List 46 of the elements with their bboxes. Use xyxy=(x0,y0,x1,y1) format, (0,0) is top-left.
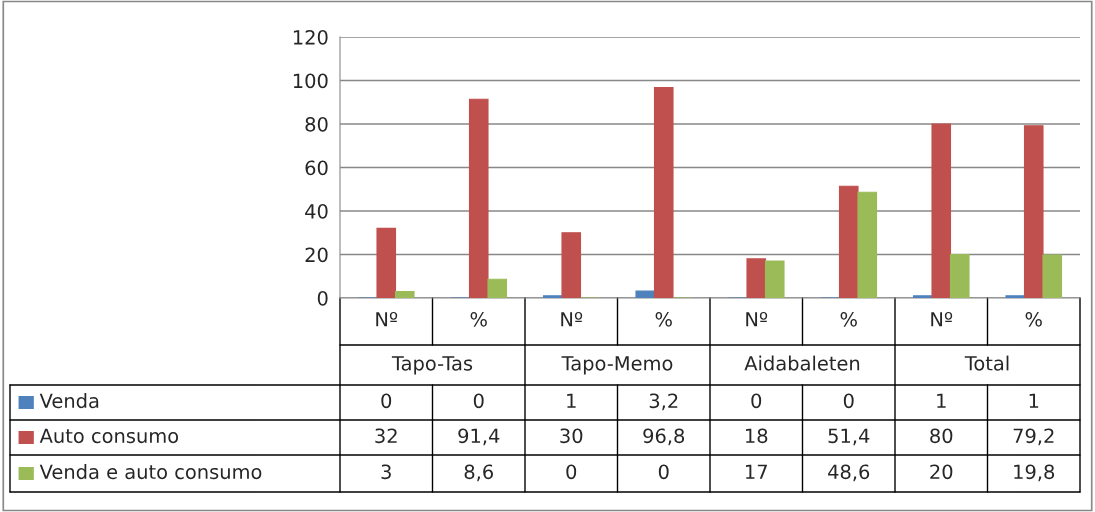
data-label: 3,2 xyxy=(649,393,678,411)
data-label: 0 xyxy=(658,464,669,480)
data-label: 32 xyxy=(375,428,397,444)
data-label: 1 xyxy=(567,393,576,408)
data-label: 0 xyxy=(843,393,854,409)
data-label: 79,2 xyxy=(1013,428,1054,446)
data-label: 0 xyxy=(473,393,484,409)
text: Total xyxy=(964,355,1009,371)
x-tick-label: % xyxy=(840,311,857,327)
text: Tapo-Tas xyxy=(391,356,473,375)
y-tick-label: 60 xyxy=(305,160,328,176)
x-tick-label: Nº xyxy=(746,311,768,327)
data-label: 0 xyxy=(751,393,762,409)
y-tick-label: 0 xyxy=(317,290,328,306)
legend-label: Venda e auto consumo xyxy=(39,464,262,480)
x-tick-label: Nº xyxy=(561,311,583,327)
data-label: 80 xyxy=(930,428,953,444)
data-label: 0 xyxy=(381,393,392,409)
x-tick-label: % xyxy=(1025,311,1042,327)
legend-label: Venda xyxy=(39,393,99,409)
y-tick-label: 20 xyxy=(305,247,328,263)
data-label: 3 xyxy=(381,464,391,480)
legend-label: Auto consumo xyxy=(39,428,179,444)
x-tick-label: % xyxy=(655,311,672,327)
y-tick-label: 40 xyxy=(305,203,328,219)
data-label: 19,8 xyxy=(1014,464,1055,482)
x-tick-label: Nº xyxy=(931,311,953,327)
x-tick-label: Nº xyxy=(376,311,398,327)
data-label: 1 xyxy=(1029,393,1039,408)
data-label: 30 xyxy=(560,428,583,444)
y-tick-label: 100 xyxy=(293,73,328,89)
x-tick-label: % xyxy=(470,311,487,327)
text: Aidabaleten xyxy=(744,355,860,371)
data-label: 0 xyxy=(566,464,577,480)
data-label: 48,6 xyxy=(828,464,870,482)
data-label: 17 xyxy=(746,464,767,479)
y-tick-label: 80 xyxy=(305,116,328,132)
data-label: 18 xyxy=(746,428,768,444)
data-label: 1 xyxy=(937,393,946,408)
data-label: 8,6 xyxy=(464,464,493,482)
text: Tapo-Memo xyxy=(561,356,673,375)
data-label: 51,4 xyxy=(828,428,870,446)
y-tick-label: 120 xyxy=(293,29,328,45)
data-label: 91,4 xyxy=(458,428,500,446)
data-label: 96,8 xyxy=(643,428,685,446)
data-label: 20 xyxy=(930,464,953,480)
